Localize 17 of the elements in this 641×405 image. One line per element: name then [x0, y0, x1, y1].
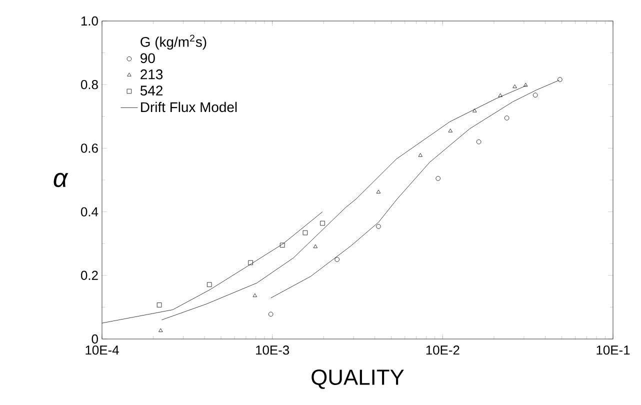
legend-title: G (kg/m$^{2}$s)	[140, 34, 206, 50]
legend-label: 213	[140, 69, 163, 80]
legend-label: 90	[140, 53, 155, 64]
y-tick-label: 0	[92, 334, 98, 344]
y-axis-title: α	[54, 172, 68, 188]
y-tick-label: 0.2	[80, 270, 98, 280]
x-axis-title: QUALITY	[312, 369, 404, 389]
y-tick-label: 0.6	[80, 144, 98, 153]
x-tick-label: 10E-3	[256, 346, 290, 355]
legend-label: 542	[140, 86, 162, 96]
x-tick-label: 10E-2	[426, 346, 460, 355]
y-tick-label: 0.4	[80, 207, 98, 216]
x-tick-label: 10E-1	[596, 346, 630, 355]
x-tick-label: 10E-4	[86, 346, 119, 355]
y-tick-label: 1.0	[81, 16, 98, 26]
legend-label: Drift Flux Model	[141, 102, 237, 112]
y-tick-label: 0.8	[80, 80, 98, 90]
